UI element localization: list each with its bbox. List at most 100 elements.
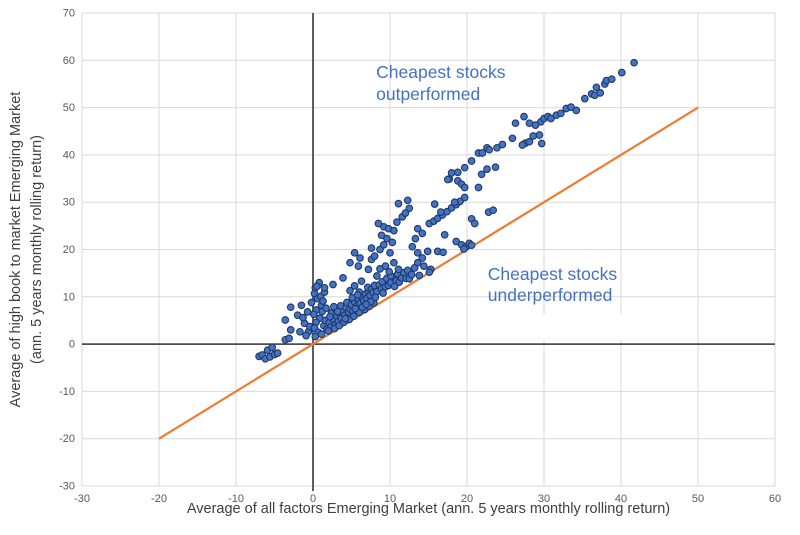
scatter-point [339,274,347,282]
scatter-point [297,301,306,310]
scatter-point [567,103,575,111]
scatter-point [617,68,626,77]
scatter-point [285,334,293,343]
scatter-point [518,141,527,149]
scatter-point [379,240,388,249]
scatter-point [572,106,581,115]
scatter-point [580,94,589,103]
scatter-point [453,168,462,177]
y-tick-label: 60 [63,55,75,67]
watermark [500,314,658,340]
scatter-point [403,196,412,205]
scatter-point [377,231,386,240]
scatter-point [286,326,295,334]
scatter-point [511,119,520,128]
x-tick-label: 10 [384,493,396,505]
annotation-underperformed: Cheapest stocks underperformed [487,263,618,306]
scatter-point [390,226,398,235]
y-tick-label: -20 [59,433,75,445]
scatter-point [537,139,546,148]
scatter-point [498,140,507,149]
scatter-point [364,265,373,274]
x-tick-label: 50 [692,493,704,505]
y-tick-label: 70 [63,8,75,20]
y-tick-label: -30 [59,481,75,493]
scatter-point [329,280,337,289]
scatter-point [281,316,290,324]
scatter-point [393,218,401,226]
scatter-point [450,198,459,207]
scatter-point [371,293,380,302]
scatter-point [383,234,391,243]
scatter-point [296,327,304,336]
scatter-point [373,272,381,280]
scatter-point [349,312,358,321]
y-tick-label: 30 [63,197,75,209]
scatter-point [394,265,403,274]
scatter-point [520,112,528,121]
scatter-point [390,258,398,267]
scatter-point [508,134,517,143]
scatter-point [357,277,366,286]
y-tick-label: 0 [69,339,75,351]
scatter-point [529,132,538,140]
scatter-point [286,303,295,312]
scatter-point [408,242,417,251]
scatter-point [477,170,486,179]
scatter-point [367,244,376,252]
scatter-point [303,308,312,316]
scatter-point [407,270,416,279]
x-tick-label: 20 [461,493,473,505]
scatter-point [525,137,534,146]
scatter-point [401,209,410,217]
scatter-point [415,271,424,280]
scatter-point [531,121,540,129]
scatter-point [376,265,384,273]
y-tick-label: 50 [63,102,75,114]
scatter-point [447,169,456,177]
scatter-point [430,200,439,208]
scatter-point [425,268,434,277]
x-tick-label: 40 [615,493,627,505]
scatter-point [439,248,447,257]
scatter-point [370,252,379,260]
scatter-point [443,175,452,184]
scatter-point [592,83,601,92]
scatter-point [630,58,638,67]
scatter-point [535,131,544,139]
scatter-point [394,199,403,208]
scatter-point [596,89,605,97]
scatter-point [420,262,428,270]
scatter-point [317,330,326,339]
scatter-point [547,114,555,123]
scatter-point [460,183,469,192]
scatter-point [405,204,414,213]
scatter-point [309,310,318,319]
scatter-point [385,267,394,276]
scatter-point [322,304,330,313]
y-tick-label: -10 [59,386,75,398]
scatter-point [470,219,479,228]
x-axis-title: Average of all factors Emerging Market (… [186,501,671,517]
scatter-point [346,258,354,267]
y-tick-label: 20 [63,244,75,256]
scatter-point [299,313,307,322]
scatter-point [374,219,383,228]
scatter-point [440,230,449,239]
scatter-point [493,143,501,152]
scatter-point [460,163,469,172]
scatter-point [324,327,333,335]
scatter-point [356,254,364,262]
scatter-point [489,206,498,215]
scatter-point [418,229,427,238]
scatter-point [319,297,327,305]
scatter-point [313,282,321,291]
x-tick-label: 60 [769,493,781,505]
scatter-point [379,289,387,297]
scatter-point [354,262,363,270]
scatter-point [329,302,338,311]
scatter-point [418,254,427,262]
scatter-point [474,183,483,192]
